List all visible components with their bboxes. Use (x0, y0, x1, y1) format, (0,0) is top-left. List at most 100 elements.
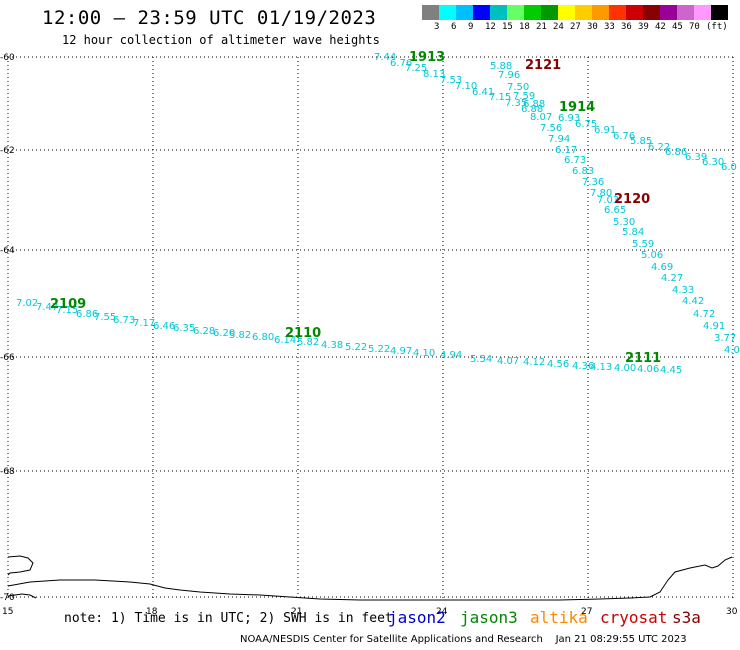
credit-text: NOAA/NESDIS Center for Satellite Applica… (240, 634, 543, 645)
map-title: 12:00 – 23:59 UTC 01/19/2023 (42, 7, 377, 29)
swh-value: 4.07 (497, 356, 519, 367)
swh-value: 6.88 (521, 104, 543, 115)
swh-value: 3.77 (714, 333, 736, 344)
swh-value: 4.00 (614, 363, 636, 374)
legend-label: 27 (570, 22, 581, 32)
swh-value: 6.35 (173, 323, 195, 334)
lat-tick-label: -62 (0, 146, 15, 156)
pass-number-label: 1914 (559, 100, 595, 115)
swh-value: 6.76 (613, 131, 635, 142)
credit-line: NOAA/NESDIS Center for Satellite Applica… (240, 634, 687, 645)
legend-label: 15 (502, 22, 513, 32)
swh-value: 6.41 (472, 87, 494, 98)
pass-number-label: 1913 (409, 50, 445, 65)
swh-value: 7.15 (489, 92, 511, 103)
legend-label: 70 (689, 22, 700, 32)
swh-value: 6.83 (572, 166, 594, 177)
swh-value: 5.59 (632, 239, 654, 250)
swh-labels: 7.446.767.258.137.537.106.417.157.356.88… (16, 52, 740, 376)
swh-value: 5.30 (613, 217, 635, 228)
map-subtitle: 12 hour collection of altimeter wave hei… (62, 33, 380, 47)
swh-value: 7.50 (507, 82, 529, 93)
legend-label: 24 (553, 22, 564, 32)
swh-value: 6.30 (702, 157, 724, 168)
legend-swatch (490, 5, 507, 20)
swh-value: 4.91 (703, 321, 725, 332)
pass-labels: 1913 2121 1914 2120 2109 2110 2111 (50, 50, 661, 366)
swh-value: 5.82 (229, 330, 251, 341)
legend-label: (ft) (706, 22, 728, 32)
legend-swatch (609, 5, 626, 20)
swh-value: 4.12 (523, 357, 545, 368)
satellite-name: jason3 (460, 608, 518, 627)
pass-number-label: 2109 (50, 297, 86, 312)
legend-labels: 3 6 9 12 15 18 21 24 27 30 33 36 39 42 45 70 (ft) (422, 22, 740, 36)
swh-value: 4.10 (413, 348, 435, 359)
swh-value: 6.93 (558, 113, 580, 124)
legend-swatch (643, 5, 660, 20)
lat-tick-label: -70 (0, 593, 15, 603)
axis-ticks: -60 -62 -64 -66 -68 -70 15 18 21 24 27 30 (0, 53, 738, 617)
swh-value: 7.36 (582, 177, 604, 188)
satellite-name: jason2 (388, 608, 446, 627)
lon-tick-label: 24 (436, 607, 448, 617)
legend-swatch (524, 5, 541, 20)
lat-tick-label: -64 (0, 246, 15, 256)
legend-label: 33 (604, 22, 615, 32)
swh-value: 6.20 (213, 328, 235, 339)
legend-swatch (473, 5, 490, 20)
swh-value: 4.94 (440, 350, 462, 361)
swh-value: 7.35 (505, 98, 527, 109)
swh-value: 4.45 (660, 365, 682, 376)
swh-value: 7.96 (498, 70, 520, 81)
lat-tick-label: -68 (0, 467, 15, 477)
pass-number-label: 2120 (614, 192, 650, 207)
footer-note: note: 1) Time is in UTC; 2) SWH is in fe… (64, 611, 393, 626)
swh-value: 6.46 (153, 321, 175, 332)
swh-value: 4.0 (724, 345, 740, 356)
swh-value: 7.47 (36, 302, 58, 313)
lat-tick-label: -60 (0, 53, 15, 63)
swh-value: 4.56 (547, 359, 569, 370)
legend-label: 9 (468, 22, 474, 32)
timestamp: Jan 21 08:29:55 UTC 2023 (555, 634, 687, 645)
swh-value: 6.80 (252, 332, 274, 343)
pass-number-label: 2111 (625, 351, 661, 366)
legend-swatch (660, 5, 677, 20)
swh-value: 7.10 (455, 81, 477, 92)
legend-swatch (558, 5, 575, 20)
swh-value: 4.69 (651, 262, 673, 273)
satellite-name: altika (530, 608, 588, 627)
lon-tick-label: 15 (2, 607, 13, 617)
swh-value: 7.56 (540, 123, 562, 134)
swh-value: 5.06 (641, 250, 663, 261)
swh-value: 6.22 (648, 142, 670, 153)
lon-tick-label: 21 (291, 607, 302, 617)
swh-value: 7.25 (405, 63, 427, 74)
legend-label: 18 (519, 22, 530, 32)
legend-swatch (507, 5, 524, 20)
swh-value: 6.39 (685, 152, 707, 163)
legend-label: 21 (536, 22, 547, 32)
pass-number-label: 2121 (525, 58, 561, 73)
swh-value: 7.80 (590, 188, 612, 199)
legend-swatch (456, 5, 473, 20)
legend-swatch (694, 5, 711, 20)
swh-value: 5.84 (622, 227, 644, 238)
legend-label: 39 (638, 22, 649, 32)
lat-tick-label: -66 (0, 353, 15, 363)
swh-value: 7.17 (133, 318, 155, 329)
swh-value: 7.02 (16, 298, 38, 309)
swh-value: 5.85 (630, 136, 652, 147)
swh-value: 4.13 (590, 362, 612, 373)
legend-swatch (575, 5, 592, 20)
lon-tick-label: 30 (726, 607, 738, 617)
swh-value: 5.22 (345, 342, 367, 353)
swh-value: 6.73 (564, 155, 586, 166)
swh-value: 4.27 (661, 273, 683, 284)
swh-value: 6.76 (390, 58, 412, 69)
swh-value: 7.15 (56, 305, 78, 316)
swh-value: 6.0 (721, 162, 737, 173)
swh-value: 6.86 (665, 147, 687, 158)
swh-value: 6.17 (555, 145, 577, 156)
